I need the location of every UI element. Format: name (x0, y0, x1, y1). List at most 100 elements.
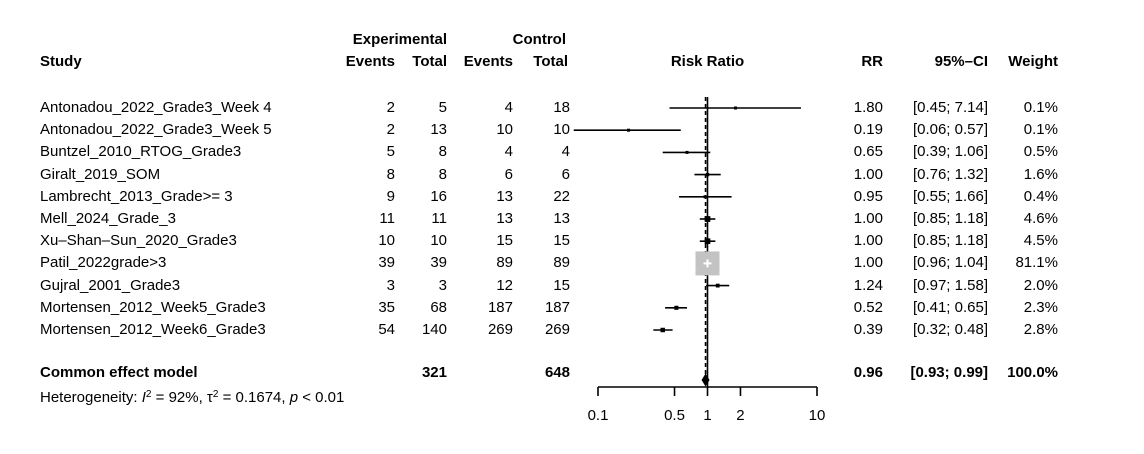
rr-value: 1.00 (853, 165, 883, 183)
weight-value: 0.1% (1023, 121, 1058, 139)
column-header-exp-events: Events (345, 53, 395, 70)
effect-marker-square (715, 283, 720, 288)
summary-label: Common effect model (40, 364, 198, 381)
heterogeneity-text-segment: τ (206, 389, 213, 406)
ci-value: [0.55; 1.66] (912, 187, 988, 205)
effect-marker-square (660, 327, 665, 333)
experimental-events: 5 (386, 143, 395, 161)
control-total: 13 (553, 210, 570, 227)
ci-value: [0.76; 1.32] (912, 165, 988, 183)
effect-marker-square (705, 172, 710, 177)
ci-value: [0.97; 1.58] (912, 276, 988, 294)
weight-value: 81.1% (1015, 254, 1058, 272)
column-header-ctrl-total: Total (533, 53, 568, 70)
heterogeneity-text-segment: 2 (212, 389, 219, 400)
weight-value: 0.1% (1023, 99, 1058, 116)
control-events: 187 (487, 298, 513, 316)
heterogeneity-text-segment: 2 (145, 389, 152, 400)
heterogeneity-text-segment: < 0.01 (298, 389, 345, 406)
summary-diamond (701, 373, 710, 387)
rr-value: 0.39 (853, 321, 883, 338)
experimental-events: 10 (378, 232, 395, 250)
experimental-total: 140 (421, 321, 447, 338)
ci-value: [0.85; 1.18] (912, 232, 988, 250)
effect-marker-square (685, 150, 689, 154)
study-name: Xu–Shan–Sun_2020_Grade3 (40, 232, 237, 250)
weight-value: 2.3% (1023, 298, 1058, 316)
experimental-events: 35 (378, 298, 395, 316)
ci-value: [0.96; 1.04] (912, 254, 988, 272)
study-name: Mortensen_2012_Week6_Grade3 (40, 321, 266, 338)
column-header-weight: Weight (1008, 53, 1058, 70)
control-total: 269 (544, 321, 570, 338)
study-name: Lambrecht_2013_Grade>= 3 (40, 187, 233, 205)
ci-value: [0.06; 0.57] (912, 121, 988, 139)
study-name: Mell_2024_Grade_3 (40, 210, 176, 227)
column-header-exp-total: Total (412, 53, 447, 70)
effect-marker-square (733, 106, 737, 110)
column-header-ctrl-events: Events (463, 53, 513, 70)
effect-marker-square (704, 238, 711, 245)
experimental-events: 39 (378, 254, 395, 272)
control-total: 22 (553, 187, 570, 205)
study-name: Antonadou_2022_Grade3_Week 5 (40, 121, 272, 139)
study-name: Antonadou_2022_Grade3_Week 4 (40, 99, 272, 116)
control-events: 89 (496, 254, 513, 272)
heterogeneity-text-segment: = 92%, (151, 389, 207, 406)
effect-marker-square (704, 216, 711, 222)
study-name: Mortensen_2012_Week5_Grade3 (40, 298, 266, 316)
heterogeneity-text-segment: I (141, 389, 146, 406)
experimental-total: 10 (430, 232, 447, 250)
weight-value: 4.6% (1023, 210, 1058, 227)
column-header-risk-ratio: Risk Ratio (670, 53, 745, 70)
control-events: 15 (496, 232, 513, 250)
heterogeneity-text-segment: Heterogeneity: (40, 389, 142, 406)
axis-tick-label: 1 (703, 407, 711, 424)
rr-value: 1.24 (853, 276, 883, 294)
heterogeneity-text-segment: p (289, 389, 299, 406)
weight-value: 0.5% (1023, 143, 1058, 161)
control-total: 89 (553, 254, 570, 272)
experimental-total: 13 (430, 121, 447, 139)
experimental-total: 16 (430, 187, 447, 205)
study-name: Giralt_2019_SOM (40, 165, 161, 183)
control-events: 13 (496, 210, 513, 227)
experimental-events: 11 (379, 210, 395, 227)
experimental-events: 54 (378, 321, 395, 338)
summary-ctrl-total: 648 (544, 364, 570, 381)
experimental-total: 8 (438, 165, 447, 183)
ci-value: [0.32; 0.48] (912, 321, 988, 338)
rr-value: 1.00 (853, 254, 883, 272)
axis-tick-label: 0.1 (588, 407, 609, 424)
heterogeneity-text-segment: = 0.1674, (218, 389, 290, 406)
control-events: 10 (496, 121, 513, 139)
summary-rr-value: 0.96 (853, 364, 883, 381)
control-events: 13 (496, 187, 513, 205)
column-header-study: Study (40, 53, 82, 70)
ci-value: [0.39; 1.06] (912, 143, 988, 161)
weight-value: 4.5% (1023, 232, 1058, 250)
control-total: 6 (561, 165, 570, 183)
weight-value: 2.8% (1023, 321, 1058, 338)
control-total: 15 (553, 232, 570, 250)
rr-value: 0.65 (853, 143, 883, 161)
experimental-events: 2 (386, 121, 395, 139)
control-total: 4 (561, 143, 570, 161)
control-total: 18 (553, 99, 570, 116)
experimental-total: 5 (438, 99, 447, 116)
control-events: 6 (504, 165, 513, 183)
control-events: 4 (504, 99, 513, 116)
rr-value: 1.80 (853, 99, 883, 116)
experimental-events: 9 (386, 187, 395, 205)
summary-exp-total: 321 (421, 364, 447, 381)
control-events: 12 (496, 276, 513, 294)
ci-value: [0.41; 0.65] (912, 298, 988, 316)
experimental-events: 3 (386, 276, 395, 294)
ci-value: [0.85; 1.18] (912, 210, 988, 227)
experimental-events: 8 (386, 165, 395, 183)
study-name: Gujral_2001_Grade3 (40, 276, 181, 294)
experimental-events: 2 (386, 99, 395, 116)
column-header-rr: RR (861, 53, 883, 70)
